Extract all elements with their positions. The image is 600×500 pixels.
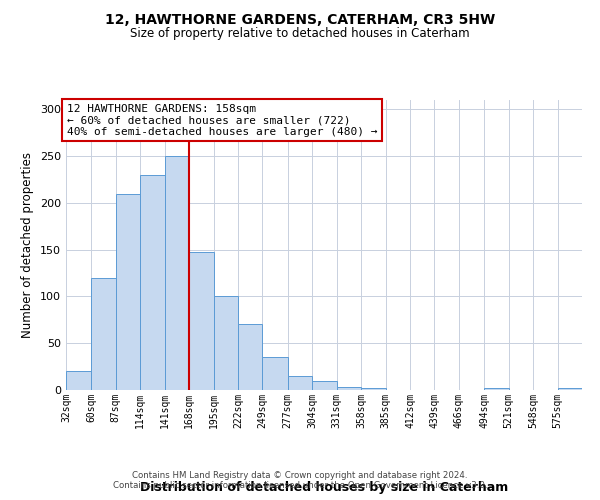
Bar bbox=[262, 358, 288, 390]
Bar bbox=[91, 278, 116, 390]
Bar bbox=[361, 388, 386, 390]
Text: 12, HAWTHORNE GARDENS, CATERHAM, CR3 5HW: 12, HAWTHORNE GARDENS, CATERHAM, CR3 5HW bbox=[105, 12, 495, 26]
Text: Size of property relative to detached houses in Caterham: Size of property relative to detached ho… bbox=[130, 28, 470, 40]
Bar bbox=[164, 156, 189, 390]
Bar bbox=[557, 388, 582, 390]
Text: Contains HM Land Registry data © Crown copyright and database right 2024.
Contai: Contains HM Land Registry data © Crown c… bbox=[113, 470, 487, 490]
Bar bbox=[140, 175, 164, 390]
Bar bbox=[288, 376, 312, 390]
Bar bbox=[337, 387, 361, 390]
Bar bbox=[484, 388, 509, 390]
Bar bbox=[238, 324, 262, 390]
Bar bbox=[66, 372, 91, 390]
X-axis label: Distribution of detached houses by size in Caterham: Distribution of detached houses by size … bbox=[140, 481, 508, 494]
Bar bbox=[312, 380, 337, 390]
Bar bbox=[189, 252, 214, 390]
Y-axis label: Number of detached properties: Number of detached properties bbox=[22, 152, 34, 338]
Text: 12 HAWTHORNE GARDENS: 158sqm
← 60% of detached houses are smaller (722)
40% of s: 12 HAWTHORNE GARDENS: 158sqm ← 60% of de… bbox=[67, 104, 377, 137]
Bar bbox=[116, 194, 140, 390]
Bar bbox=[214, 296, 238, 390]
